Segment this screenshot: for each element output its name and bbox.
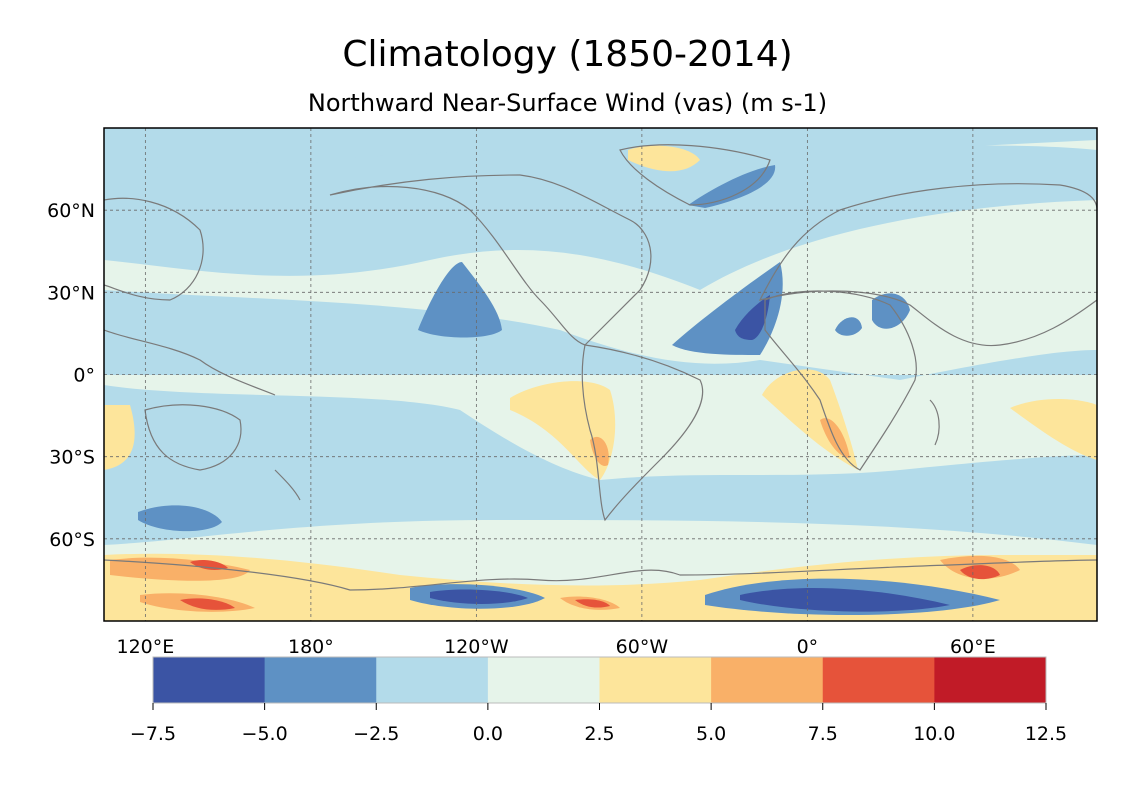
field-band-arctic [104,128,1097,170]
colorbar-segment [153,657,266,703]
colorbar-tick-label: 12.5 [1025,723,1067,745]
colorbar-segment [376,657,489,703]
chart-subtitle: Northward Near-Surface Wind (vas) (m s-1… [307,89,828,117]
coast-greenland [619,144,771,206]
field-antarctic-red-weddell [575,599,610,608]
field-band-north-pacific [104,143,1097,290]
field-core-canary-strong [735,295,770,340]
field-core-greenland [688,165,776,208]
colorbar-tick-label: 7.5 [808,723,838,745]
lat-tick-label: 30°S [49,447,95,469]
colorbar-segment [599,657,712,703]
field-core-sahara [835,317,862,336]
colorbar-segment [264,657,377,703]
field-antarctic-weddell-dark [740,587,950,612]
field-core-california [418,262,502,338]
coastlines [104,144,1097,591]
lon-tick-label: 60°E [950,636,996,658]
lat-tick-label: 30°N [47,282,95,304]
field-pos-benguela-orange [820,418,850,458]
colorbar-tick-label: 0.0 [473,723,503,745]
colorbar-tick-label: −2.5 [353,723,399,745]
coast-south-america [581,344,704,522]
field-pos-peru-orange [590,436,609,466]
coast-new-zealand [274,469,301,501]
lon-tick-label: 180° [288,636,334,658]
colorbar-tick-label: 5.0 [696,723,726,745]
latitude-labels: 60°N 30°N 0° 30°S 60°S [47,200,95,551]
coast-africa [764,290,917,471]
field-antarctic-red-east [960,565,1000,580]
field-band-south [104,385,1097,545]
field-pos-australia [104,405,135,470]
colorbar-segment [934,657,1047,703]
colorbar-tick-label: −5.0 [242,723,288,745]
colorbar-tick-label: −7.5 [130,723,176,745]
coast-antarctica [104,559,1097,591]
lat-tick-label: 60°S [49,529,95,551]
colorbar: −7.5 −5.0 −2.5 0.0 2.5 5.0 7.5 10.0 12.5 [130,656,1067,745]
colorbar-segment [822,657,935,703]
coast-indonesia [104,329,276,396]
lon-tick-label: 60°W [616,636,669,658]
chart-title: Climatology (1850-2014) [342,34,793,75]
map-frame [103,127,1098,622]
coast-europe-asia [758,183,1097,347]
wind-field [104,128,1097,621]
field-antarctic-red-west [190,560,228,570]
field-pos-greenland [628,145,700,172]
coast-australia [144,404,242,471]
field-core-south-pacific [138,505,222,532]
lat-tick-label: 0° [73,365,95,387]
lon-tick-label: 120°E [116,636,174,658]
longitude-labels: 120°E 180° 120°W 60°W 0° 60°E [116,636,995,658]
coast-asia-east [104,197,204,301]
field-antarctic-blue-dark [430,589,528,604]
lon-tick-label: 120°W [444,636,509,658]
field-antarctic-red-ross [180,598,235,610]
colorbar-segment [711,657,824,703]
field-band-tropics-north [104,290,1097,380]
gridlines [104,128,1097,621]
colorbar-tick-label: 10.0 [913,723,955,745]
lon-tick-label: 0° [797,636,819,658]
lat-tick-label: 60°N [47,200,95,222]
colorbar-tick-label: 2.5 [584,723,614,745]
field-pos-peru [510,381,616,480]
colorbar-segment [487,657,600,703]
coast-madagascar [929,399,940,446]
field-pos-indian [1010,399,1097,460]
